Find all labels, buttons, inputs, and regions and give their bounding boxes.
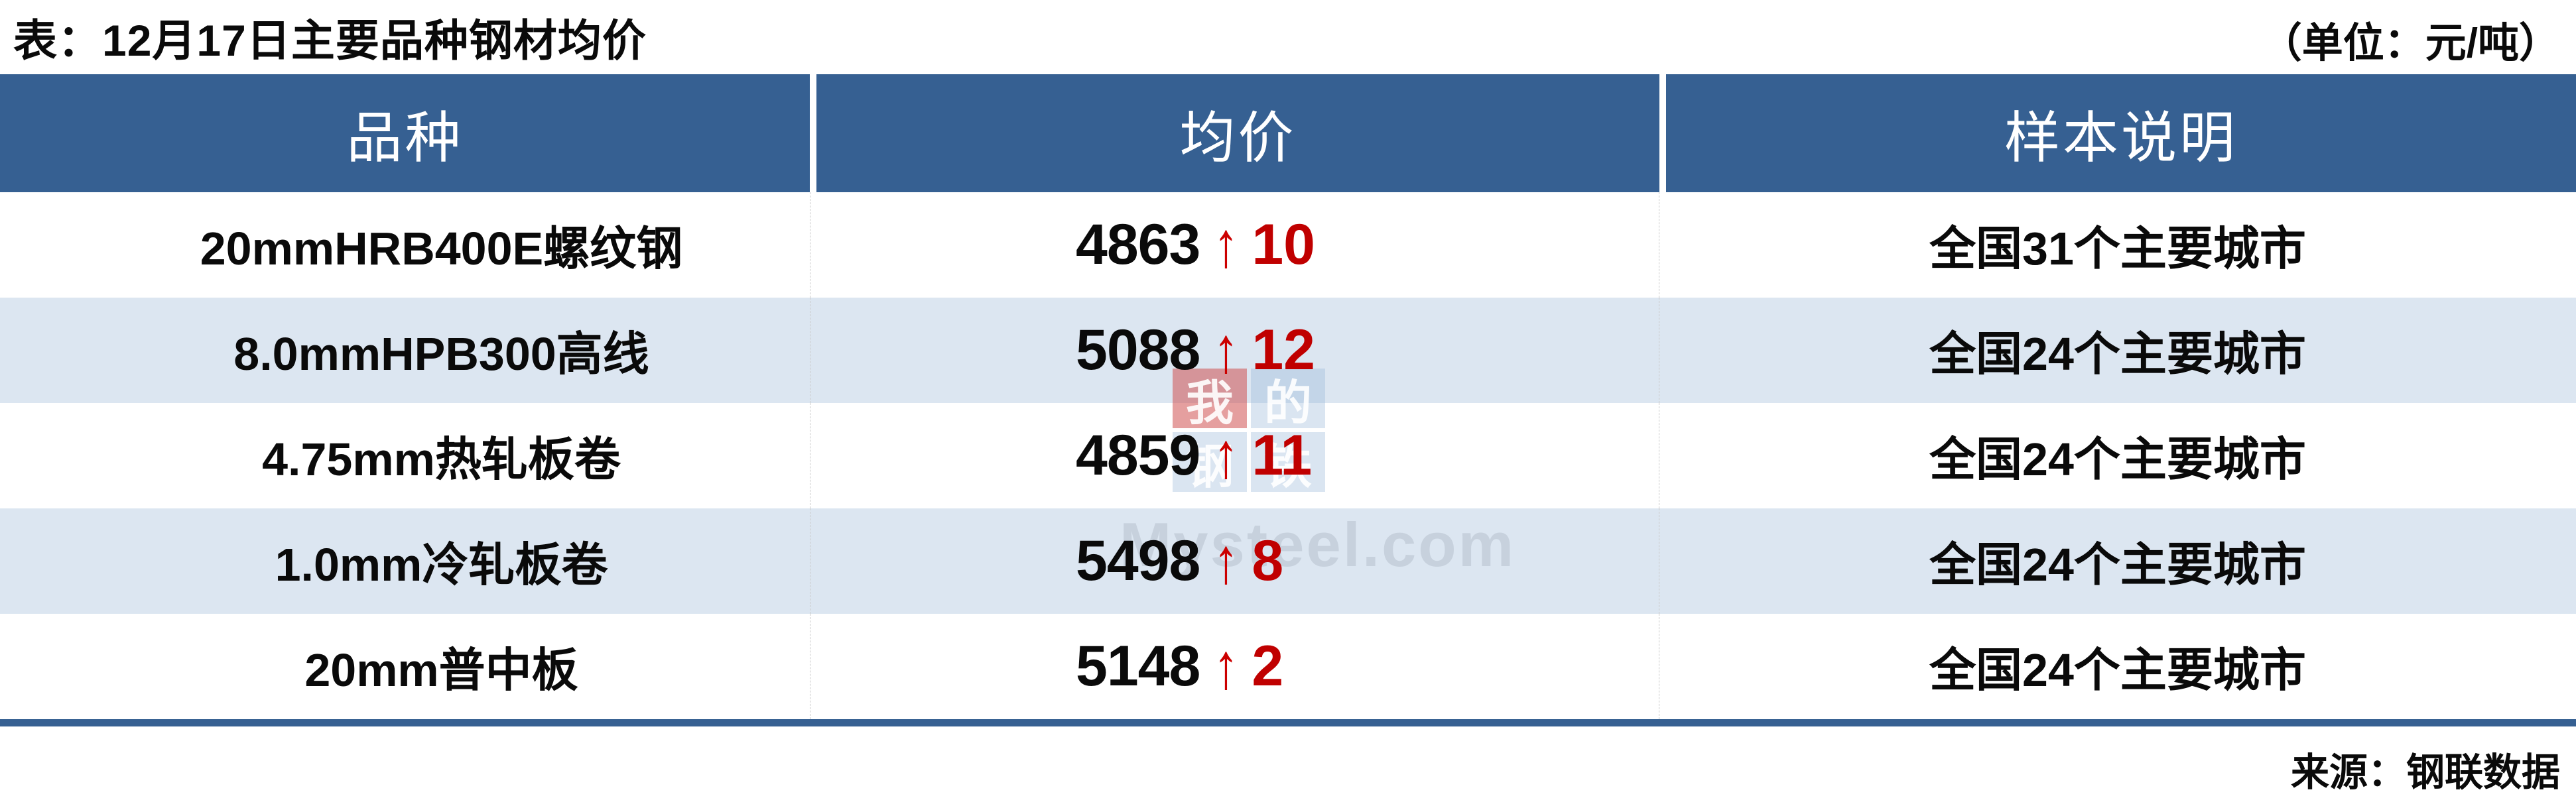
price-value: 4859 bbox=[1076, 424, 1200, 487]
product-cell: 8.0mmHPB300高线 bbox=[0, 298, 810, 403]
table-row: 1.0mm冷轧板卷 5498 ↑ 8 全国24个主要城市 bbox=[0, 508, 2576, 614]
sample-text: 全国24个主要城市 bbox=[1929, 328, 2306, 380]
price-change: 8 bbox=[1252, 529, 1284, 593]
price-cell: 4859 ↑ 11 bbox=[810, 403, 1659, 508]
up-arrow-icon: ↑ bbox=[1213, 314, 1239, 386]
sample-text: 全国31个主要城市 bbox=[1929, 223, 2306, 274]
product-name: 8.0mmHPB300高线 bbox=[233, 328, 649, 380]
up-arrow-icon: ↑ bbox=[1213, 209, 1239, 281]
price-value: 4863 bbox=[1076, 213, 1200, 276]
sample-cell: 全国24个主要城市 bbox=[1659, 614, 2576, 719]
price-table: 品种 均价 样本说明 20mmHRB400E螺纹钢 4863 ↑ 10 全国31… bbox=[0, 74, 2576, 726]
page-title: 表：12月17日主要品种钢材均价 bbox=[13, 16, 647, 65]
column-header-sample: 样本说明 bbox=[1659, 74, 2576, 192]
price-value: 5148 bbox=[1076, 634, 1200, 698]
sample-text: 全国24个主要城市 bbox=[1929, 644, 2306, 696]
up-arrow-icon: ↑ bbox=[1213, 525, 1239, 597]
top-bar: 表：12月17日主要品种钢材均价 （单位：元/吨） bbox=[0, 0, 2576, 74]
table-row: 4.75mm热轧板卷 4859 ↑ 11 全国24个主要城市 bbox=[0, 403, 2576, 508]
product-cell: 4.75mm热轧板卷 bbox=[0, 403, 810, 508]
product-name: 1.0mm冷轧板卷 bbox=[275, 539, 608, 591]
price-value: 5498 bbox=[1076, 529, 1200, 593]
product-name: 4.75mm热轧板卷 bbox=[262, 433, 621, 485]
table-header-row: 品种 均价 样本说明 bbox=[0, 74, 2576, 192]
sample-text: 全国24个主要城市 bbox=[1929, 433, 2306, 485]
column-header-product: 品种 bbox=[0, 74, 810, 192]
table-row: 20mm普中板 5148 ↑ 2 全国24个主要城市 bbox=[0, 614, 2576, 719]
price-cell: 5088 ↑ 12 bbox=[810, 298, 1659, 403]
up-arrow-icon: ↑ bbox=[1213, 630, 1239, 703]
price-value: 5088 bbox=[1076, 318, 1200, 382]
price-change: 2 bbox=[1252, 634, 1284, 698]
product-name: 20mm普中板 bbox=[304, 644, 578, 696]
unit-note: （单位：元/吨） bbox=[2260, 21, 2560, 66]
sample-text: 全国24个主要城市 bbox=[1929, 539, 2306, 591]
product-cell: 20mmHRB400E螺纹钢 bbox=[0, 192, 810, 298]
table-row: 20mmHRB400E螺纹钢 4863 ↑ 10 全国31个主要城市 bbox=[0, 192, 2576, 298]
sample-cell: 全国24个主要城市 bbox=[1659, 508, 2576, 614]
table-row: 8.0mmHPB300高线 5088 ↑ 12 全国24个主要城市 bbox=[0, 298, 2576, 403]
sample-cell: 全国24个主要城市 bbox=[1659, 298, 2576, 403]
product-cell: 20mm普中板 bbox=[0, 614, 810, 719]
price-change: 10 bbox=[1252, 213, 1315, 276]
product-cell: 1.0mm冷轧板卷 bbox=[0, 508, 810, 614]
price-cell: 5148 ↑ 2 bbox=[810, 614, 1659, 719]
price-cell: 5498 ↑ 8 bbox=[810, 508, 1659, 614]
up-arrow-icon: ↑ bbox=[1213, 420, 1239, 492]
column-header-price: 均价 bbox=[810, 74, 1659, 192]
price-change: 12 bbox=[1252, 318, 1315, 382]
sample-cell: 全国24个主要城市 bbox=[1659, 403, 2576, 508]
source-note: 来源：钢联数据 bbox=[2290, 751, 2560, 794]
sample-cell: 全国31个主要城市 bbox=[1659, 192, 2576, 298]
price-change: 11 bbox=[1252, 424, 1313, 487]
table-bottom-rule bbox=[0, 719, 2576, 726]
price-cell: 4863 ↑ 10 bbox=[810, 192, 1659, 298]
product-name: 20mmHRB400E螺纹钢 bbox=[200, 223, 683, 274]
